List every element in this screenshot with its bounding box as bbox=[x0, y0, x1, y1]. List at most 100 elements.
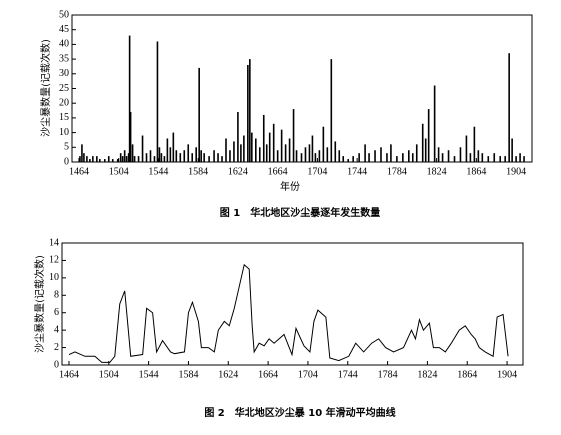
line bbox=[68, 263, 509, 363]
bar bbox=[200, 150, 202, 162]
caption: 图 2 华北地区沙尘暴 10 年滑动平均曲线 bbox=[204, 406, 395, 419]
x-tick-label: 1744 bbox=[338, 369, 358, 380]
bar bbox=[166, 138, 169, 162]
bar bbox=[262, 114, 265, 162]
bar bbox=[172, 132, 175, 162]
bar bbox=[499, 156, 502, 162]
y-tick-label: 8 bbox=[54, 290, 59, 301]
bar bbox=[330, 59, 333, 162]
x-tick-label: 1624 bbox=[228, 166, 248, 177]
bar bbox=[145, 153, 148, 162]
bar bbox=[311, 135, 314, 162]
bar bbox=[183, 150, 186, 162]
bar bbox=[187, 144, 190, 162]
x-tick-label: 1584 bbox=[188, 166, 208, 177]
y-tick-label: 20 bbox=[59, 97, 69, 108]
bar bbox=[96, 156, 98, 162]
y-tick-label: 35 bbox=[59, 53, 69, 64]
bar bbox=[208, 156, 210, 162]
bar bbox=[127, 153, 130, 162]
y-tick-label: 14 bbox=[49, 237, 59, 248]
bar bbox=[374, 150, 376, 162]
x-tick-label: 1544 bbox=[139, 369, 159, 380]
bar bbox=[243, 135, 245, 162]
x-tick-label: 1864 bbox=[457, 369, 477, 380]
bar bbox=[295, 150, 298, 162]
bar bbox=[213, 150, 215, 162]
y-tick-label: 50 bbox=[59, 9, 69, 20]
y-axis-label: 沙尘暴数量(记载次数) bbox=[39, 39, 52, 137]
bar bbox=[107, 156, 110, 162]
y-tick-label: 25 bbox=[59, 83, 69, 94]
bar bbox=[123, 150, 126, 162]
x-axis-label: 年份 bbox=[280, 180, 300, 193]
bar bbox=[386, 153, 388, 162]
y-tick-label: 5 bbox=[64, 142, 69, 153]
bar bbox=[221, 156, 223, 162]
bar bbox=[338, 150, 341, 162]
bar bbox=[511, 138, 513, 162]
x-tick-label: 1824 bbox=[427, 166, 447, 177]
bar bbox=[515, 156, 517, 162]
x-tick-label: 1784 bbox=[378, 369, 398, 380]
x-tick-label: 1544 bbox=[148, 166, 168, 177]
bar bbox=[121, 156, 124, 162]
y-tick-label: 12 bbox=[49, 255, 59, 266]
y-tick-label: 0 bbox=[64, 156, 69, 167]
bar bbox=[487, 156, 490, 162]
bar bbox=[396, 156, 398, 162]
bar bbox=[473, 126, 476, 162]
bar bbox=[217, 153, 219, 162]
x-tick-label: 1784 bbox=[387, 166, 407, 177]
x-tick-label: 1744 bbox=[347, 166, 367, 177]
y-tick-label: 6 bbox=[54, 307, 59, 318]
bar bbox=[433, 85, 436, 162]
bar bbox=[125, 156, 128, 162]
bar bbox=[465, 135, 468, 162]
bar bbox=[128, 35, 131, 162]
bar bbox=[133, 156, 136, 162]
y-tick-label: 2 bbox=[54, 342, 59, 353]
x-tick-label: 1664 bbox=[268, 166, 288, 177]
bar bbox=[347, 159, 349, 162]
bar bbox=[141, 135, 144, 162]
bar bbox=[233, 141, 235, 162]
y-tick-label: 30 bbox=[59, 68, 69, 79]
x-tick-label: 1624 bbox=[218, 369, 238, 380]
bar bbox=[280, 129, 283, 162]
y-tick-label: 40 bbox=[59, 39, 69, 50]
x-tick-label: 1704 bbox=[298, 369, 318, 380]
bar bbox=[272, 123, 275, 162]
bar bbox=[169, 147, 172, 162]
bar bbox=[191, 153, 194, 162]
bar bbox=[523, 156, 525, 162]
x-tick-label: 1704 bbox=[307, 166, 327, 177]
bar bbox=[116, 159, 119, 162]
bar bbox=[322, 126, 325, 162]
bar bbox=[441, 153, 444, 162]
bar bbox=[225, 138, 227, 162]
bar bbox=[504, 156, 506, 162]
x-tick-label: 1464 bbox=[69, 166, 89, 177]
bar bbox=[390, 144, 392, 162]
bar bbox=[198, 67, 200, 162]
bar bbox=[203, 153, 205, 162]
bar bbox=[265, 144, 268, 162]
bar bbox=[160, 153, 163, 162]
bar bbox=[368, 153, 370, 162]
bar bbox=[158, 147, 161, 162]
bar bbox=[103, 159, 106, 162]
bar bbox=[453, 156, 456, 162]
x-tick-label: 1824 bbox=[417, 369, 437, 380]
bar bbox=[380, 147, 382, 162]
bar bbox=[99, 159, 101, 162]
bar bbox=[249, 59, 251, 162]
y-tick-label: 45 bbox=[59, 24, 69, 35]
bar bbox=[352, 156, 354, 162]
bar bbox=[508, 53, 510, 162]
x-tick-label: 1864 bbox=[466, 166, 486, 177]
bar bbox=[334, 141, 337, 162]
bar bbox=[477, 150, 480, 162]
bar bbox=[493, 153, 496, 162]
bar bbox=[86, 156, 88, 162]
